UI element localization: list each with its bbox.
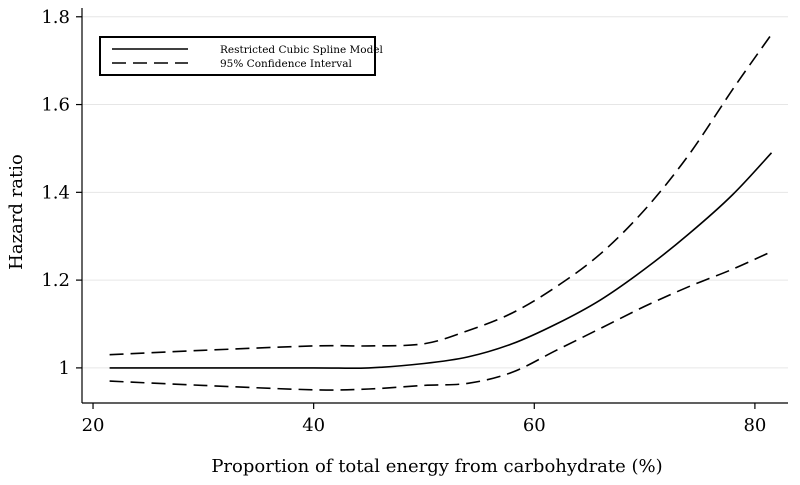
x-tick-label-0: 20 (82, 415, 105, 436)
series-lines (109, 33, 773, 391)
legend-label-ci: 95% Confidence Interval (220, 58, 352, 70)
axes (81, 8, 788, 404)
y-tick-label-3: 1.6 (41, 95, 70, 116)
legend: Restricted Cubic Spline Model 95% Confid… (99, 36, 384, 76)
y-tick-label-2: 1.4 (41, 182, 70, 203)
x-tick-label-3: 80 (743, 415, 766, 436)
series-line-2 (109, 250, 772, 391)
legend-box (99, 36, 376, 76)
series-line-1 (109, 33, 773, 356)
y-tick-label-1: 1.2 (41, 270, 70, 291)
series-line-0 (109, 152, 773, 370)
x-tick-label-1: 40 (302, 415, 325, 436)
y-axis-title: Hazard ratio (6, 154, 27, 270)
tick-labels: 1 1.2 1.4 1.6 1.8 20 40 60 80 (41, 7, 766, 436)
gridlines (82, 16, 788, 369)
y-tick-label-0: 1 (59, 358, 70, 379)
y-tick-label-4: 1.8 (41, 7, 70, 28)
x-tick-label-2: 60 (523, 415, 546, 436)
legend-label-spline: Restricted Cubic Spline Model (220, 44, 384, 56)
x-axis-title: Proportion of total energy from carbohyd… (211, 456, 662, 477)
